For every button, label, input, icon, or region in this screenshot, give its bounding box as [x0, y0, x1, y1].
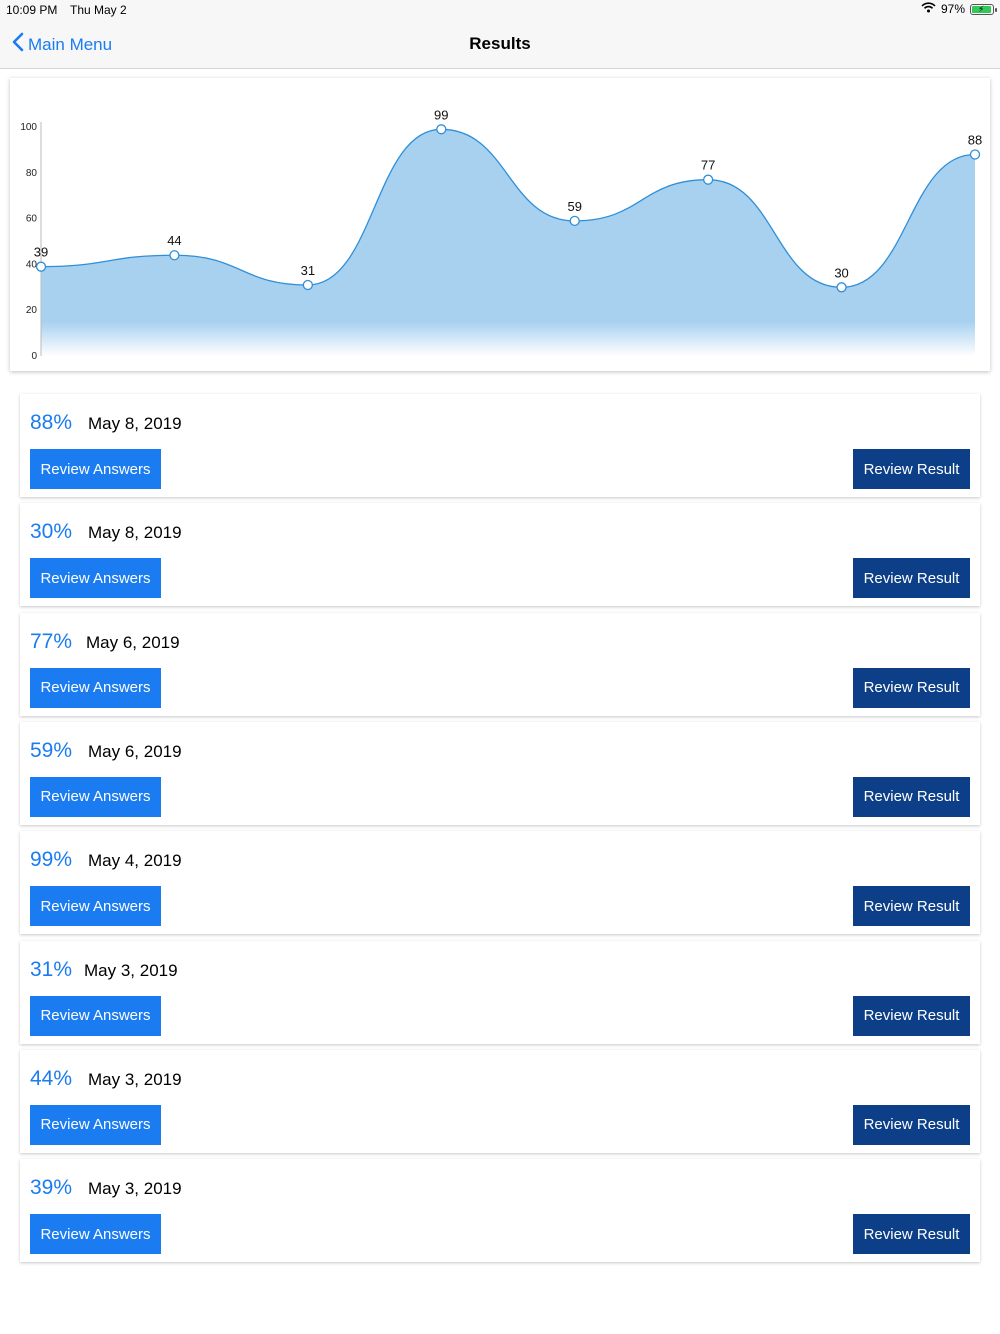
review-result-button[interactable]: Review Result: [853, 449, 970, 489]
status-bar: 10:09 PM Thu May 2 97% ⚡: [0, 0, 1000, 20]
result-date: May 3, 2019: [88, 1179, 182, 1199]
review-answers-button[interactable]: Review Answers: [30, 449, 161, 489]
back-label: Main Menu: [28, 34, 113, 54]
status-right: 97% ⚡: [921, 2, 997, 16]
score-area-chart: 0 20 40 60 80 100 39 44 31 99 59 77 30 88: [20, 107, 982, 362]
chart-data-point: [35, 261, 47, 272]
score-percent: 30%: [30, 520, 73, 544]
score-percent: 88%: [30, 411, 73, 434]
review-result-button[interactable]: Review Result: [853, 1214, 970, 1255]
wifi-icon: [921, 2, 936, 16]
page-title: Results: [469, 34, 531, 53]
review-answers-button[interactable]: Review Answers: [30, 558, 161, 599]
result-card: 88% May 8, 2019 Review Answers Review Resul…: [20, 394, 980, 497]
y-tick-label: 20: [26, 305, 38, 316]
result-card: 39% May 3, 2019 Review Answers Review Resul…: [20, 1159, 980, 1263]
chevron-left-icon: [12, 32, 28, 57]
chart-data-label: 88: [968, 132, 982, 147]
review-answers-button[interactable]: Review Answers: [30, 776, 161, 817]
chart-area-fill: [41, 129, 975, 356]
score-percent: 39%: [30, 1176, 73, 1200]
review-result-button[interactable]: Review Result: [853, 776, 970, 817]
result-date: May 3, 2019: [88, 1069, 182, 1089]
chart-data-label: 59: [567, 199, 581, 214]
status-time: 10:09 PM: [6, 3, 58, 17]
chart-data-point: [436, 124, 447, 135]
chart-data-label: 30: [834, 265, 848, 280]
result-card: 44% May 3, 2019 Review Answers Review Resul…: [20, 1049, 980, 1153]
score-percent: 77%: [30, 629, 73, 653]
chart-data-point: [969, 149, 981, 160]
navigation-bar: Main Menu Results: [0, 20, 1000, 69]
result-card: 30% May 8, 2019 Review Answers Review Resul…: [20, 503, 980, 607]
results-chart: 0 20 40 60 80 100 39 44 31 99 59 77 30 88: [10, 78, 990, 371]
status-date: Thu May 2: [70, 3, 127, 17]
score-percent: 31%: [30, 957, 73, 981]
chart-data-point: [169, 250, 180, 261]
y-tick-label: 100: [20, 122, 37, 133]
review-answers-button[interactable]: Review Answers: [30, 667, 161, 708]
result-date: May 4, 2019: [88, 851, 182, 871]
score-percent: 44%: [30, 1066, 73, 1090]
review-result-button[interactable]: Review Result: [853, 558, 970, 599]
chart-data-point: [569, 215, 580, 227]
result-card: 59% May 6, 2019 Review Answers Review Resul…: [20, 721, 980, 825]
chart-data-label: 31: [301, 263, 315, 278]
y-tick-label: 40: [26, 259, 38, 270]
y-tick-label: 0: [31, 351, 37, 362]
chart-data-point: [836, 282, 847, 293]
chart-data-label: 99: [434, 107, 448, 122]
result-date: May 8, 2019: [88, 414, 182, 433]
result-date: May 8, 2019: [88, 523, 182, 543]
review-answers-button[interactable]: Review Answers: [30, 1104, 161, 1145]
result-card: 99% May 4, 2019 Review Answers Review Resul…: [20, 831, 980, 935]
review-result-button[interactable]: Review Result: [853, 886, 970, 927]
review-result-button[interactable]: Review Result: [853, 995, 970, 1036]
result-date: May 3, 2019: [84, 960, 178, 980]
chart-data-label: 39: [34, 245, 48, 260]
y-tick-label: 60: [26, 214, 38, 225]
battery-percent: 97%: [940, 2, 965, 16]
review-result-button[interactable]: Review Result: [853, 1104, 970, 1145]
chart-data-point: [302, 279, 314, 291]
chart-data-point: [702, 174, 714, 185]
chart-data-label: 77: [701, 158, 715, 173]
y-tick-label: 80: [26, 168, 38, 179]
score-percent: 99%: [30, 848, 73, 872]
result-card: 31% May 3, 2019 Review Answers Review Resul…: [20, 940, 980, 1044]
review-answers-button[interactable]: Review Answers: [30, 1214, 161, 1255]
review-answers-button[interactable]: Review Answers: [30, 995, 161, 1036]
review-result-button[interactable]: Review Result: [853, 667, 970, 708]
result-date: May 6, 2019: [88, 741, 182, 761]
result-date: May 6, 2019: [86, 632, 180, 652]
result-card: 77% May 6, 2019 Review Answers Review Resul…: [20, 612, 980, 716]
battery-charging-icon: ⚡: [970, 3, 997, 15]
score-percent: 59%: [30, 738, 73, 762]
chart-data-label: 44: [167, 233, 181, 248]
back-button[interactable]: Main Menu: [12, 32, 112, 57]
review-answers-button[interactable]: Review Answers: [30, 886, 161, 927]
